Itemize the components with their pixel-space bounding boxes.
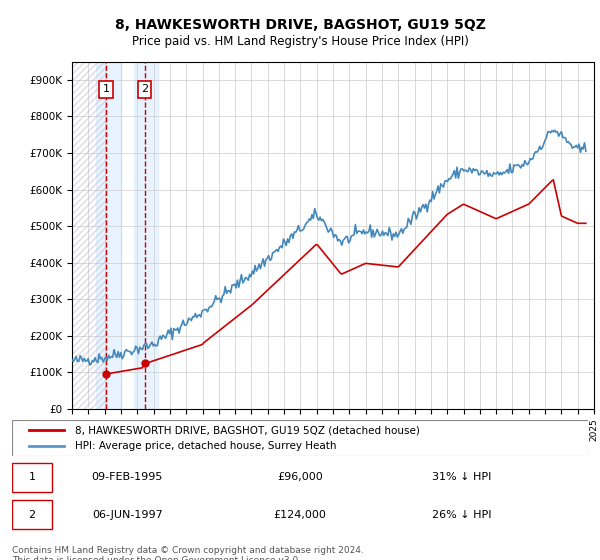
Text: 2: 2	[141, 85, 148, 95]
FancyBboxPatch shape	[12, 420, 588, 456]
Bar	[97, 62, 121, 409]
Text: £96,000: £96,000	[277, 473, 323, 482]
Text: 8, HAWKESWORTH DRIVE, BAGSHOT, GU19 5QZ: 8, HAWKESWORTH DRIVE, BAGSHOT, GU19 5QZ	[115, 18, 485, 32]
Text: 2: 2	[29, 510, 36, 520]
Text: HPI: Average price, detached house, Surrey Heath: HPI: Average price, detached house, Surr…	[76, 441, 337, 451]
Text: 8, HAWKESWORTH DRIVE, BAGSHOT, GU19 5QZ (detached house): 8, HAWKESWORTH DRIVE, BAGSHOT, GU19 5QZ …	[76, 425, 420, 435]
Text: 09-FEB-1995: 09-FEB-1995	[92, 473, 163, 482]
Text: £124,000: £124,000	[274, 510, 326, 520]
Text: 1: 1	[103, 85, 110, 95]
FancyBboxPatch shape	[12, 463, 52, 492]
Bar	[72, 62, 106, 409]
Text: 31% ↓ HPI: 31% ↓ HPI	[431, 473, 491, 482]
FancyBboxPatch shape	[12, 501, 52, 530]
Text: Contains HM Land Registry data © Crown copyright and database right 2024.
This d: Contains HM Land Registry data © Crown c…	[12, 546, 364, 560]
Text: 1: 1	[29, 473, 35, 482]
Bar	[134, 62, 158, 409]
Bar	[72, 62, 106, 409]
Text: 26% ↓ HPI: 26% ↓ HPI	[431, 510, 491, 520]
Text: 06-JUN-1997: 06-JUN-1997	[92, 510, 163, 520]
Text: Price paid vs. HM Land Registry's House Price Index (HPI): Price paid vs. HM Land Registry's House …	[131, 35, 469, 49]
